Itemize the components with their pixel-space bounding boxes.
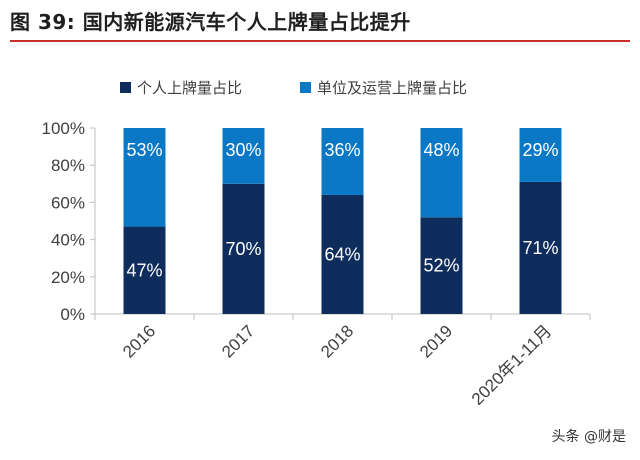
bar-segment-unit <box>420 128 463 218</box>
x-category-label: 2020年1-11月 <box>468 321 555 408</box>
bar-segment-personal <box>222 183 265 314</box>
data-labels: 47% 53% 70% 30% 64% 36% 52% 48% 71% 29% <box>126 140 558 280</box>
x-category-label: 2017 <box>218 321 258 361</box>
data-label: 53% <box>126 140 162 160</box>
x-category-label: 2018 <box>317 321 357 361</box>
y-tick-label: 100% <box>42 119 85 138</box>
y-tick-label: 40% <box>51 231 85 250</box>
data-label: 71% <box>522 238 558 258</box>
x-category-label: 2019 <box>416 321 456 361</box>
data-label: 52% <box>423 256 459 276</box>
bar-segment-personal <box>420 217 463 314</box>
bar-segment-unit <box>222 128 265 184</box>
y-tick-label: 20% <box>51 268 85 287</box>
data-label: 48% <box>423 140 459 160</box>
x-category-label: 2016 <box>119 321 159 361</box>
legend-label-1: 个人上牌量占比 <box>137 79 242 97</box>
legend: 个人上牌量占比 单位及运营上牌量占比 <box>120 79 467 97</box>
bar-segment-unit <box>321 128 364 195</box>
data-label: 64% <box>324 244 360 264</box>
legend-swatch-1 <box>120 82 131 93</box>
data-label: 47% <box>126 260 162 280</box>
legend-label-2: 单位及运营上牌量占比 <box>317 79 467 97</box>
y-tick-label: 80% <box>51 156 85 175</box>
y-tick-label: 0% <box>60 305 85 324</box>
data-label: 36% <box>324 140 360 160</box>
watermark: 头条 @财是 <box>551 429 626 445</box>
bar-segment-personal <box>519 181 562 314</box>
title-rule <box>10 40 630 42</box>
bar-segment-unit <box>519 128 562 182</box>
bar-segment-personal <box>123 226 166 314</box>
y-tick-label: 60% <box>51 193 85 212</box>
legend-swatch-2 <box>300 82 311 93</box>
data-label: 29% <box>522 140 558 160</box>
bars <box>123 128 562 314</box>
bar-segment-unit <box>123 128 166 227</box>
data-label: 70% <box>225 239 261 259</box>
bar-segment-personal <box>321 194 364 314</box>
chart-title: 图 39: 国内新能源汽车个人上牌量占比提升 <box>10 10 411 34</box>
data-label: 30% <box>225 140 261 160</box>
